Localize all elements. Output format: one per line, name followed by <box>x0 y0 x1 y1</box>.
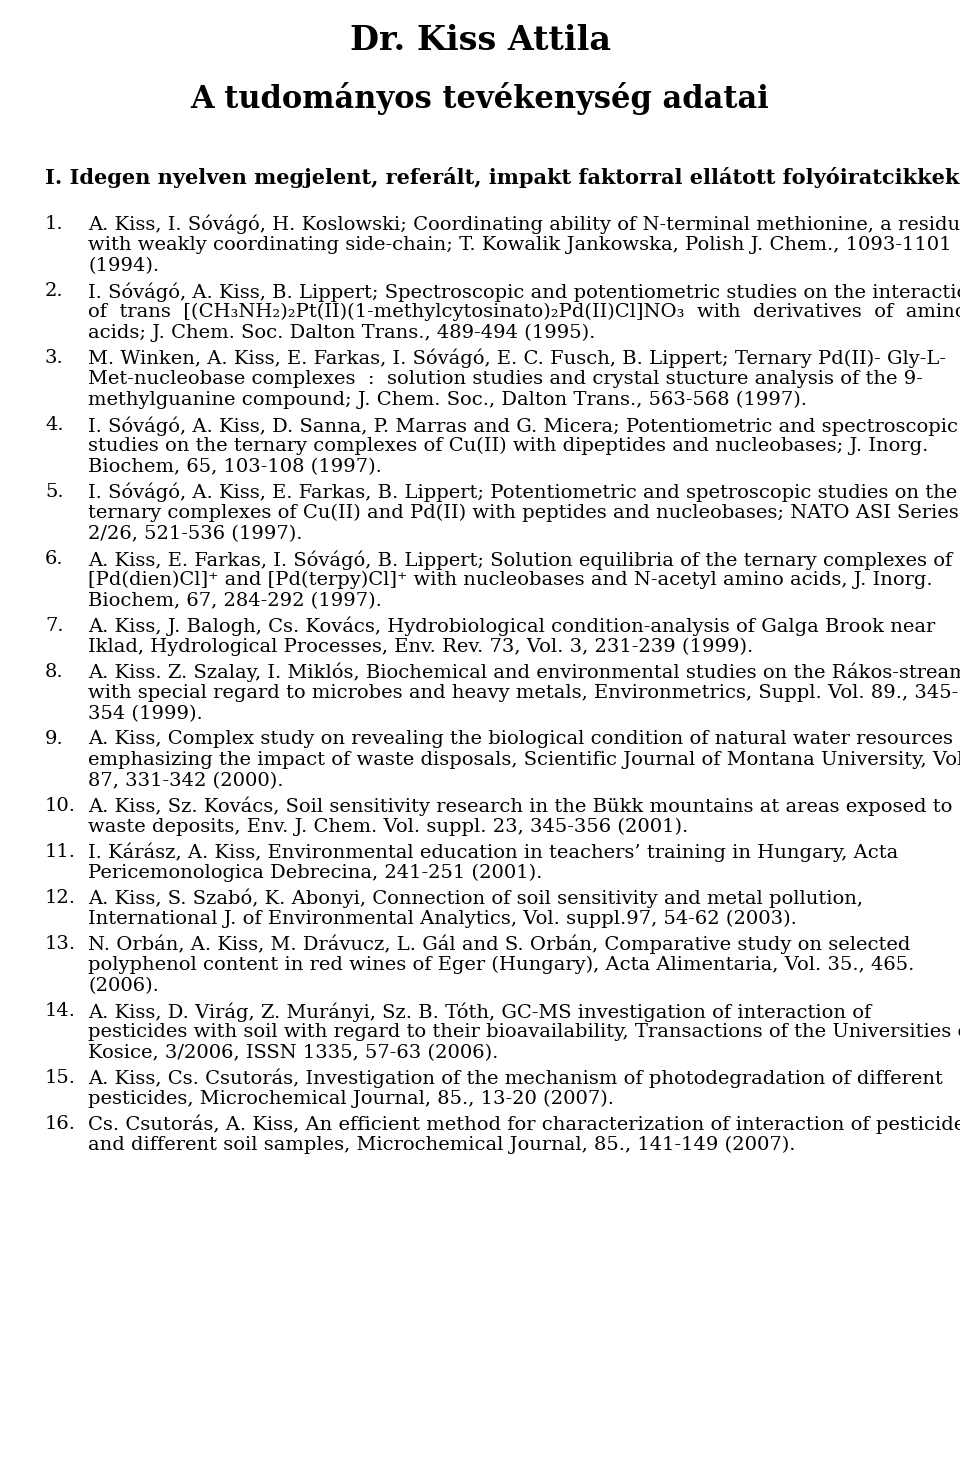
Text: A. Kiss, I. Sóvágó, H. Koslowski; Coordinating ability of N-terminal methionine,: A. Kiss, I. Sóvágó, H. Koslowski; Coordi… <box>88 215 960 234</box>
Text: Biochem, 67, 284-292 (1997).: Biochem, 67, 284-292 (1997). <box>88 592 382 609</box>
Text: 3.: 3. <box>45 349 63 367</box>
Text: acids; J. Chem. Soc. Dalton Trans., 489-494 (1995).: acids; J. Chem. Soc. Dalton Trans., 489-… <box>88 324 595 343</box>
Text: and different soil samples, Microchemical Journal, 85., 141-149 (2007).: and different soil samples, Microchemica… <box>88 1136 796 1154</box>
Text: 4.: 4. <box>45 417 63 434</box>
Text: 354 (1999).: 354 (1999). <box>88 705 203 723</box>
Text: (1994).: (1994). <box>88 258 159 275</box>
Text: emphasizing the impact of waste disposals, Scientific Journal of Montana Univers: emphasizing the impact of waste disposal… <box>88 751 960 768</box>
Text: with weakly coordinating side-chain; T. Kowalik Jankowska, Polish J. Chem., 1093: with weakly coordinating side-chain; T. … <box>88 236 951 255</box>
Text: Pericemonologica Debrecina, 241-251 (2001).: Pericemonologica Debrecina, 241-251 (200… <box>88 864 542 882</box>
Text: 9.: 9. <box>45 730 63 748</box>
Text: pesticides, Microchemical Journal, 85., 13-20 (2007).: pesticides, Microchemical Journal, 85., … <box>88 1089 614 1108</box>
Text: 11.: 11. <box>45 843 76 861</box>
Text: methylguanine compound; J. Chem. Soc., Dalton Trans., 563-568 (1997).: methylguanine compound; J. Chem. Soc., D… <box>88 392 807 409</box>
Text: Met-nucleobase complexes  :  solution studies and crystal stucture analysis of t: Met-nucleobase complexes : solution stud… <box>88 369 923 389</box>
Text: Iklad, Hydrological Processes, Env. Rev. 73, Vol. 3, 231-239 (1999).: Iklad, Hydrological Processes, Env. Rev.… <box>88 637 754 657</box>
Text: studies on the ternary complexes of Cu(II) with dipeptides and nucleobases; J. I: studies on the ternary complexes of Cu(I… <box>88 437 928 455</box>
Text: pesticides with soil with regard to their bioavailability, Transactions of the U: pesticides with soil with regard to thei… <box>88 1023 960 1041</box>
Text: Dr. Kiss Attila: Dr. Kiss Attila <box>349 24 611 57</box>
Text: 14.: 14. <box>45 1002 76 1020</box>
Text: A tudományos tevékenység adatai: A tudományos tevékenység adatai <box>191 82 769 115</box>
Text: 10.: 10. <box>45 796 76 815</box>
Text: Kosice, 3/2006, ISSN 1335, 57-63 (2006).: Kosice, 3/2006, ISSN 1335, 57-63 (2006). <box>88 1044 498 1061</box>
Text: International J. of Environmental Analytics, Vol. suppl.97, 54-62 (2003).: International J. of Environmental Analyt… <box>88 910 797 929</box>
Text: A. Kiss. Z. Szalay, I. Miklós, Biochemical and environmental studies on the Ráko: A. Kiss. Z. Szalay, I. Miklós, Biochemic… <box>88 662 960 683</box>
Text: 16.: 16. <box>45 1114 76 1133</box>
Text: polyphenol content in red wines of Eger (Hungary), Acta Alimentaria, Vol. 35., 4: polyphenol content in red wines of Eger … <box>88 955 914 974</box>
Text: I. Sóvágó, A. Kiss, B. Lippert; Spectroscopic and potentiometric studies on the : I. Sóvágó, A. Kiss, B. Lippert; Spectros… <box>88 283 960 302</box>
Text: [Pd(dien)Cl]⁺ and [Pd(terpy)Cl]⁺ with nucleobases and N-acetyl amino acids, J. I: [Pd(dien)Cl]⁺ and [Pd(terpy)Cl]⁺ with nu… <box>88 571 932 589</box>
Text: with special regard to microbes and heavy metals, Environmetrics, Suppl. Vol. 89: with special regard to microbes and heav… <box>88 684 958 702</box>
Text: I. Sóvágó, A. Kiss, D. Sanna, P. Marras and G. Micera; Potentiometric and spectr: I. Sóvágó, A. Kiss, D. Sanna, P. Marras … <box>88 417 958 436</box>
Text: 8.: 8. <box>45 662 63 682</box>
Text: 13.: 13. <box>45 935 76 952</box>
Text: 7.: 7. <box>45 617 63 634</box>
Text: A. Kiss, D. Virág, Z. Murányi, Sz. B. Tóth, GC-MS investigation of interaction o: A. Kiss, D. Virág, Z. Murányi, Sz. B. Tó… <box>88 1002 872 1022</box>
Text: A. Kiss, Cs. Csutorás, Investigation of the mechanism of photodegradation of dif: A. Kiss, Cs. Csutorás, Investigation of … <box>88 1069 943 1088</box>
Text: waste deposits, Env. J. Chem. Vol. suppl. 23, 345-356 (2001).: waste deposits, Env. J. Chem. Vol. suppl… <box>88 818 688 836</box>
Text: 2/26, 521-536 (1997).: 2/26, 521-536 (1997). <box>88 526 302 543</box>
Text: A. Kiss, E. Farkas, I. Sóvágó, B. Lippert; Solution equilibria of the ternary co: A. Kiss, E. Farkas, I. Sóvágó, B. Lipper… <box>88 551 952 570</box>
Text: I. Sóvágó, A. Kiss, E. Farkas, B. Lippert; Potentiometric and spetroscopic studi: I. Sóvágó, A. Kiss, E. Farkas, B. Lipper… <box>88 483 957 502</box>
Text: I. Idegen nyelven megjelent, referált, impakt faktorral ellátott folyóiratcikkek: I. Idegen nyelven megjelent, referált, i… <box>45 166 959 188</box>
Text: N. Orbán, A. Kiss, M. Drávucz, L. Gál and S. Orbán, Comparative study on selecte: N. Orbán, A. Kiss, M. Drávucz, L. Gál an… <box>88 935 910 954</box>
Text: A. Kiss, J. Balogh, Cs. Kovács, Hydrobiological condition-analysis of Galga Broo: A. Kiss, J. Balogh, Cs. Kovács, Hydrobio… <box>88 617 935 636</box>
Text: A. Kiss, Sz. Kovács, Soil sensitivity research in the Bükk mountains at areas ex: A. Kiss, Sz. Kovács, Soil sensitivity re… <box>88 796 952 817</box>
Text: M. Winken, A. Kiss, E. Farkas, I. Sóvágó, E. C. Fusch, B. Lippert; Ternary Pd(II: M. Winken, A. Kiss, E. Farkas, I. Sóvágó… <box>88 349 946 368</box>
Text: 87, 331-342 (2000).: 87, 331-342 (2000). <box>88 771 283 790</box>
Text: of  trans  [(CH₃NH₂)₂Pt(II)(1-methylcytosinato)₂Pd(II)Cl]NO₃  with  derivatives : of trans [(CH₃NH₂)₂Pt(II)(1-methylcytosi… <box>88 303 960 321</box>
Text: Biochem, 65, 103-108 (1997).: Biochem, 65, 103-108 (1997). <box>88 458 382 475</box>
Text: 5.: 5. <box>45 483 63 500</box>
Text: I. Kárász, A. Kiss, Environmental education in teachers’ training in Hungary, Ac: I. Kárász, A. Kiss, Environmental educat… <box>88 843 899 863</box>
Text: 15.: 15. <box>45 1069 76 1086</box>
Text: Cs. Csutorás, A. Kiss, An efficient method for characterization of interaction o: Cs. Csutorás, A. Kiss, An efficient meth… <box>88 1114 960 1135</box>
Text: 2.: 2. <box>45 283 63 300</box>
Text: 12.: 12. <box>45 889 76 907</box>
Text: 1.: 1. <box>45 215 63 233</box>
Text: (2006).: (2006). <box>88 977 158 995</box>
Text: ternary complexes of Cu(II) and Pd(II) with peptides and nucleobases; NATO ASI S: ternary complexes of Cu(II) and Pd(II) w… <box>88 503 959 523</box>
Text: 6.: 6. <box>45 551 63 568</box>
Text: A. Kiss, S. Szabó, K. Abonyi, Connection of soil sensitivity and metal pollution: A. Kiss, S. Szabó, K. Abonyi, Connection… <box>88 889 863 908</box>
Text: A. Kiss, Complex study on revealing the biological condition of natural water re: A. Kiss, Complex study on revealing the … <box>88 730 953 748</box>
